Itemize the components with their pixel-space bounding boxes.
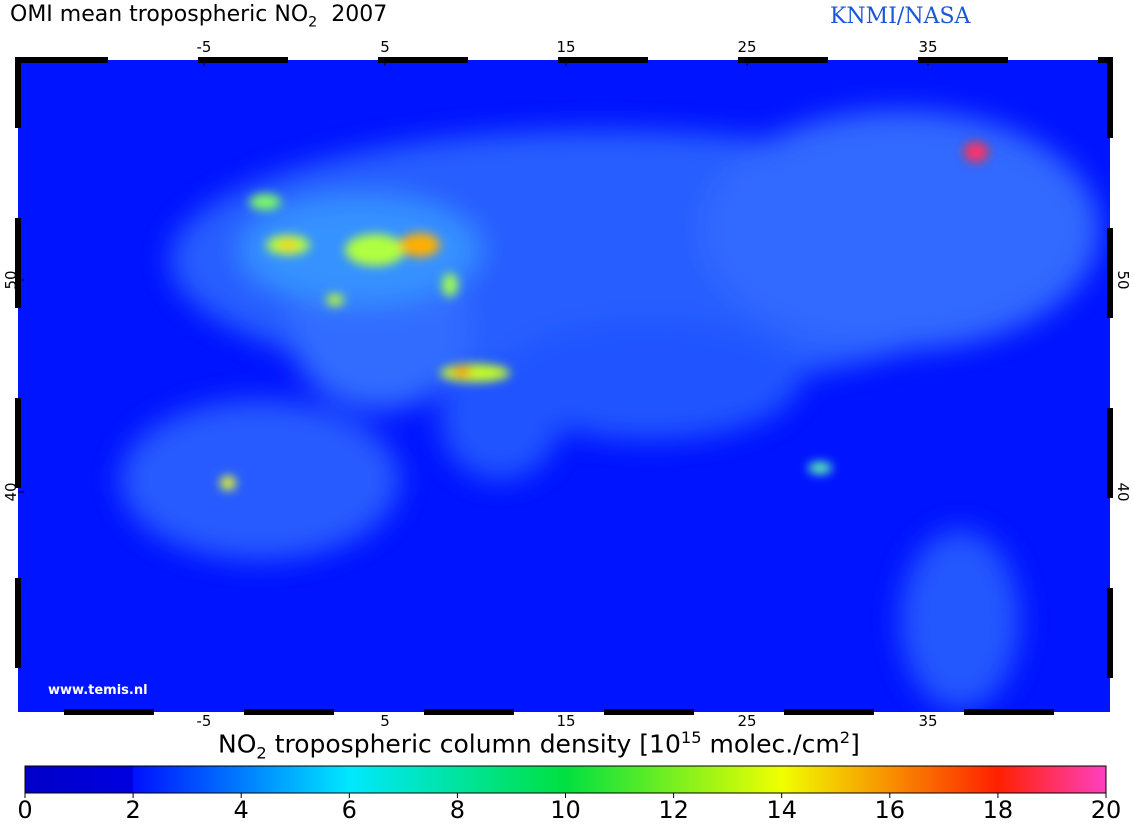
label-sub: 2 xyxy=(256,743,267,763)
map-area xyxy=(18,60,1110,712)
label-no: NO xyxy=(218,729,257,759)
lat-label-right: 40 xyxy=(1114,482,1132,501)
lat-label-left: 40 xyxy=(2,482,20,501)
land-glow xyxy=(120,110,1100,710)
map-frame xyxy=(15,57,1113,715)
title-year: 2007 xyxy=(331,2,388,27)
colorbar-tick-label: 0 xyxy=(17,796,32,824)
lon-label-top: 15 xyxy=(556,38,575,56)
colorbar-tick-label: 4 xyxy=(234,796,249,824)
colorbar-tick-label: 8 xyxy=(450,796,465,824)
label-unit-sup: 2 xyxy=(839,728,851,747)
colorbar-tick-label: 18 xyxy=(983,796,1014,824)
lat-label-right: 50 xyxy=(1114,270,1132,289)
colorbar-tick-label: 2 xyxy=(125,796,140,824)
lat-label-left: 50 xyxy=(2,270,20,289)
label-middle: tropospheric column density [10 xyxy=(274,729,681,759)
colorbar-tick-label: 10 xyxy=(550,796,581,824)
colorbar-tick-label: 14 xyxy=(766,796,797,824)
lon-label-top: 35 xyxy=(918,38,937,56)
colorbar-tick-label: 12 xyxy=(658,796,689,824)
lon-label-top: -5 xyxy=(197,38,212,56)
title-text: OMI mean tropospheric NO xyxy=(10,2,309,27)
lon-label-top: 5 xyxy=(380,38,390,56)
title-subscript: 2 xyxy=(308,14,318,31)
colorbar-tick-label: 6 xyxy=(342,796,357,824)
sea xyxy=(18,60,1110,712)
lon-label-bottom: 35 xyxy=(918,712,937,730)
label-unit: molec./cm xyxy=(709,729,840,759)
lon-label-bottom: -5 xyxy=(197,712,212,730)
title: OMI mean tropospheric NO2 2007 xyxy=(10,2,387,30)
watermark: www.temis.nl xyxy=(48,683,148,698)
label-sup: 15 xyxy=(680,728,702,747)
colorbar-tick-label: 16 xyxy=(875,796,906,824)
hotspots xyxy=(220,142,988,490)
colorbar xyxy=(24,765,1107,794)
colorbar-tick-label: 20 xyxy=(1091,796,1122,824)
lon-label-top: 25 xyxy=(737,38,756,56)
credit: KNMI/NASA xyxy=(830,4,971,29)
colorbar-label: NO2 tropospheric column density [1015 mo… xyxy=(218,728,860,762)
label-end: ] xyxy=(850,729,860,759)
